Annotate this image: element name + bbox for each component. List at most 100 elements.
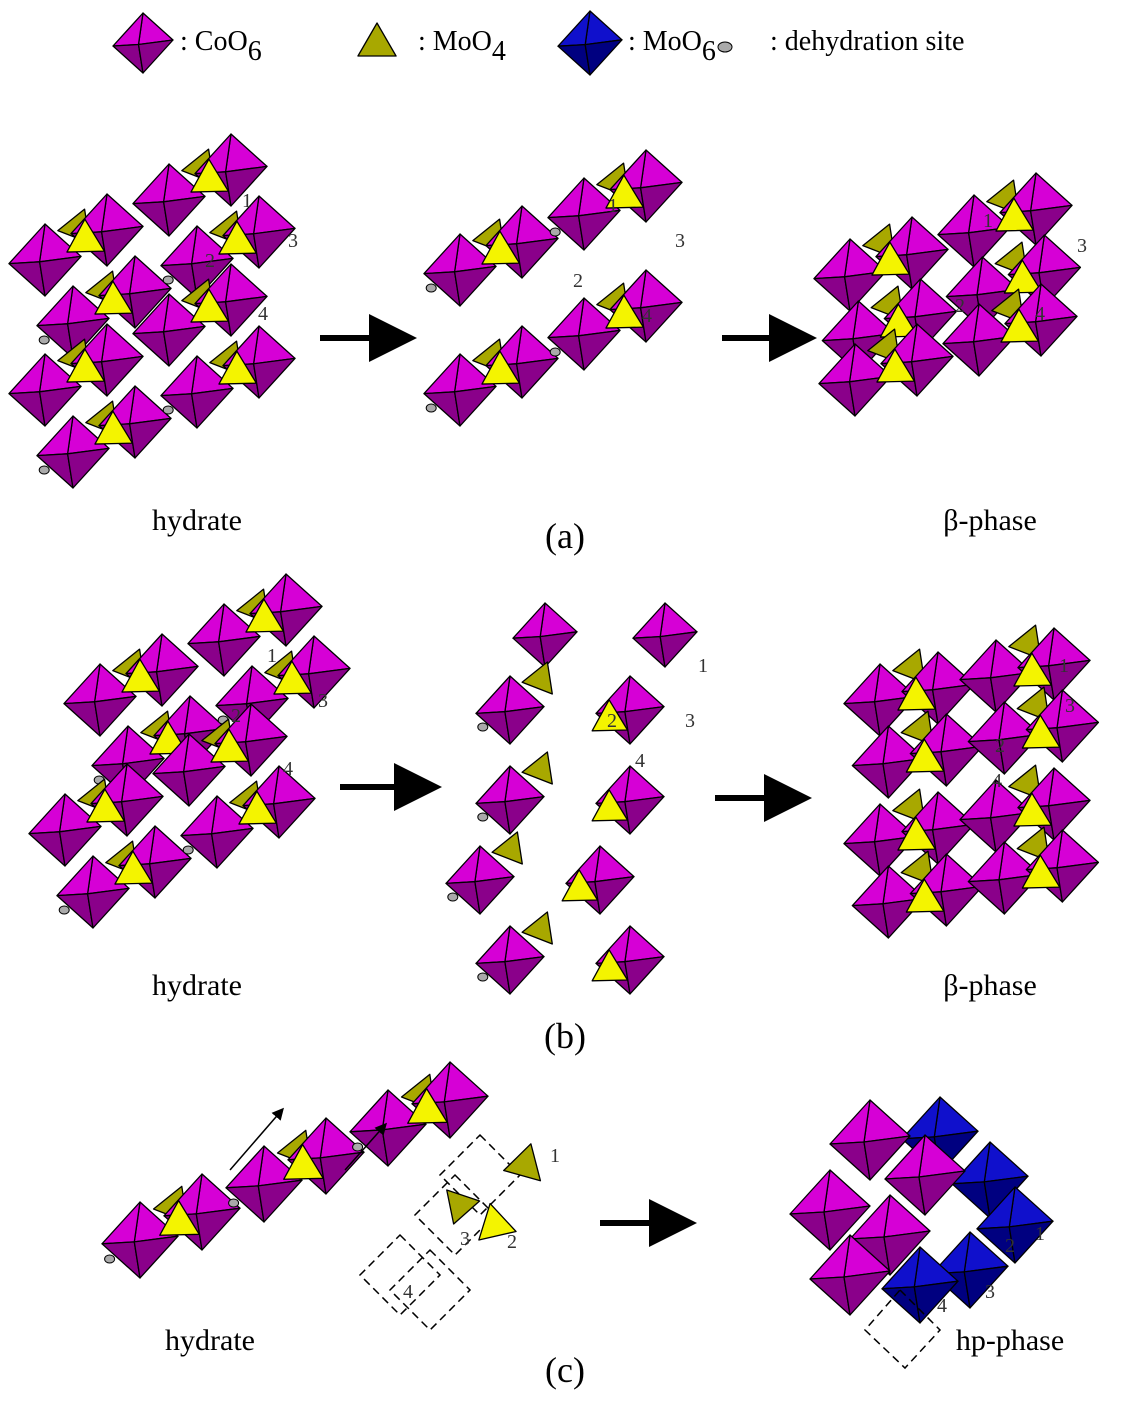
octahedron-face: [504, 795, 545, 835]
octahedron-face: [319, 1151, 365, 1195]
dehydration-site: [38, 335, 50, 345]
site-number: 3: [318, 690, 328, 712]
site-number: 2: [607, 710, 617, 732]
structure-caption: β-phase: [943, 504, 1037, 537]
octahedron-face: [120, 795, 164, 837]
tetrahedron: [478, 1202, 517, 1241]
tetrahedron: [121, 658, 161, 693]
octahedron-face: [883, 1230, 931, 1276]
tetrahedron: [159, 1199, 200, 1236]
tetrahedron: [1013, 792, 1053, 827]
octahedron-face: [863, 1135, 911, 1181]
displacement-arrow: [344, 1122, 387, 1171]
tetrahedron: [561, 869, 599, 902]
tetrahedron: [905, 878, 945, 913]
tetrahedron: [283, 1143, 324, 1180]
vacated-octahedron: [863, 1288, 942, 1370]
octahedron-face: [659, 631, 698, 668]
octahedron-face: [504, 705, 545, 745]
dehydration-site: [162, 275, 174, 285]
octahedron-face: [851, 865, 890, 907]
site-number: 2: [955, 295, 965, 317]
octahedron-face: [577, 209, 621, 251]
legend-subscript: 4: [492, 36, 506, 67]
tetrahedron: [66, 348, 106, 383]
site-number: 1: [550, 1145, 560, 1167]
octahedron-face: [789, 1211, 831, 1251]
tetrahedron: [591, 789, 629, 822]
tetrahedron: [1021, 714, 1061, 749]
site-number: 4: [258, 303, 268, 325]
tetrahedron: [605, 174, 645, 209]
octahedron-face: [823, 1205, 871, 1251]
octahedron-face: [821, 300, 860, 342]
octahedron-face: [307, 635, 351, 675]
site-number: 3: [685, 710, 695, 732]
legend-text: : dehydration site: [770, 26, 964, 57]
octahedron-face: [8, 391, 46, 427]
octahedron-face: [823, 1169, 871, 1213]
octahedron-face: [210, 827, 254, 869]
structures: [8, 10, 1100, 1370]
tetrahedron: [218, 220, 258, 255]
octahedron-face: [38, 385, 82, 427]
site-number: 3: [985, 1281, 995, 1303]
octahedron-face: [624, 955, 665, 995]
octahedron-face: [547, 297, 585, 339]
octahedron-face: [959, 639, 997, 681]
site-number: 1: [1059, 655, 1069, 677]
site-number: 1: [267, 645, 277, 667]
site-number: 4: [635, 750, 645, 772]
octahedron-face: [162, 325, 206, 367]
tetrahedron: [218, 350, 258, 385]
octahedron-face: [539, 602, 578, 638]
tetrahedron: [605, 294, 645, 329]
tetrahedron: [1013, 652, 1053, 687]
structure-caption: β-phase: [943, 969, 1037, 1002]
site-number: 2: [205, 250, 215, 272]
tetrahedron: [238, 790, 278, 825]
octahedron-face: [933, 1096, 979, 1138]
octahedron-face: [818, 381, 856, 417]
octahedron-face: [515, 237, 559, 279]
legend-text: : CoO: [180, 26, 248, 57]
octahedron-face: [58, 825, 102, 867]
dehydration-site: [38, 465, 50, 475]
octahedron-face: [1008, 1220, 1054, 1264]
octahedron-face: [1034, 315, 1078, 357]
octahedron-face: [813, 238, 851, 280]
tetrahedron: [591, 949, 629, 982]
octahedron-face: [959, 817, 997, 853]
octahedron-face: [843, 841, 881, 877]
site-number: 2: [507, 1231, 517, 1253]
octahedron-face: [789, 1169, 831, 1215]
octahedron-face: [8, 223, 46, 265]
octahedron-face: [66, 447, 110, 489]
tetrahedron: [66, 218, 106, 253]
tetrahedron: [591, 699, 629, 732]
octahedron-face: [639, 301, 683, 343]
site-number: 2: [995, 735, 1005, 757]
site-number: 1: [983, 210, 993, 232]
octahedron-face: [101, 1201, 141, 1245]
tetrahedron: [94, 410, 134, 445]
octahedron-face: [1047, 767, 1091, 807]
vacated-octahedron: [413, 1173, 497, 1257]
octahedron-face: [132, 163, 170, 205]
octahedron-face: [224, 133, 268, 173]
tetrahedron: [521, 911, 553, 945]
octahedron-face: [279, 605, 323, 647]
octahedron-face: [1047, 659, 1091, 701]
octahedron-face: [910, 355, 954, 397]
tetrahedron: [190, 288, 230, 323]
site-number: 4: [283, 758, 293, 780]
octahedron-face: [843, 701, 881, 737]
octahedron-face: [639, 181, 683, 223]
dehydration-site: [477, 972, 489, 982]
structure-caption: hydrate: [152, 969, 242, 1002]
site-number: 1: [608, 195, 618, 217]
tetrahedron: [897, 676, 937, 711]
dehydration-site: [162, 405, 174, 415]
tetrahedron: [905, 738, 945, 773]
